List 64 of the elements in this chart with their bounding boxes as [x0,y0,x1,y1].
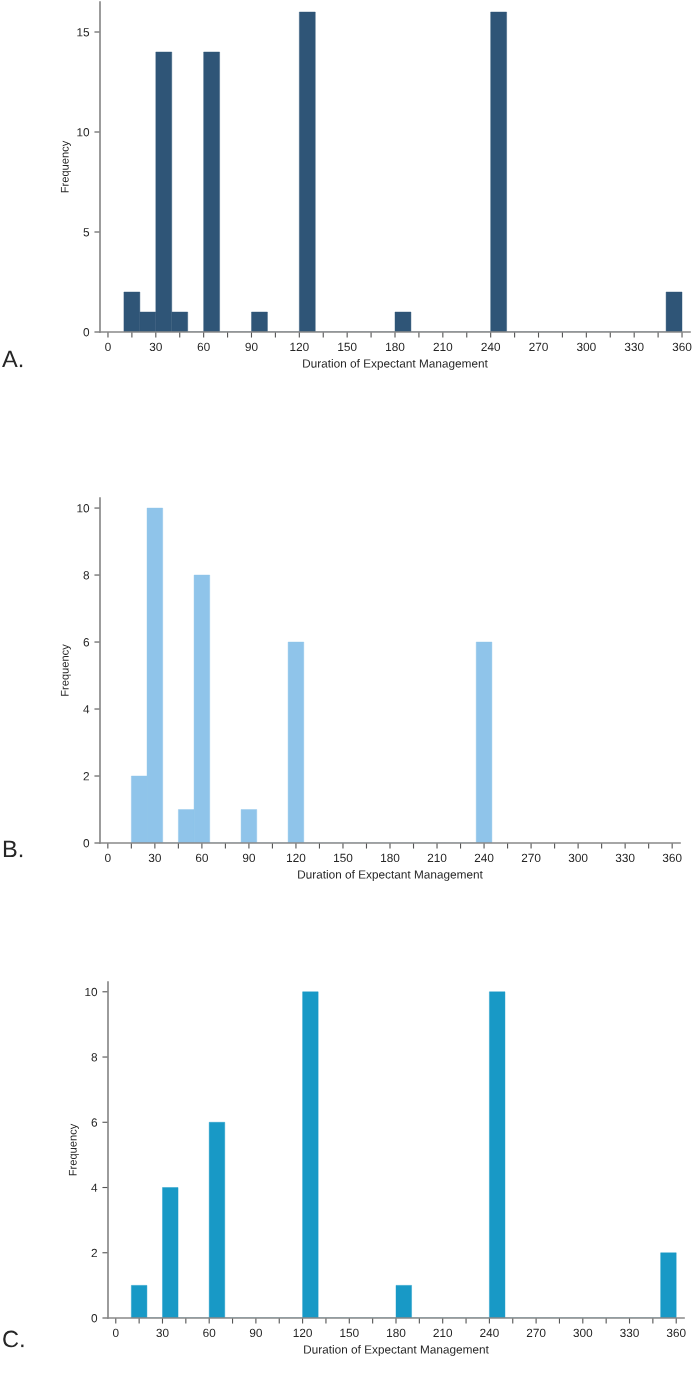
x-tick-label: 0 [105,342,111,352]
x-tick-label: 300 [573,1328,593,1338]
x-tick-label: 270 [521,853,541,863]
x-tick-label: 240 [481,342,501,352]
x-tick-label: 0 [105,853,111,863]
y-tick-label: 5 [83,228,90,237]
y-tick-label: 0 [83,328,90,337]
x-tick-label: 360 [672,342,692,352]
y-tick-label: 8 [83,571,90,580]
y-tick-label: 15 [77,28,90,37]
text: C. [3,1330,24,1348]
y-tick-label: 2 [91,1248,97,1258]
x-tick-label: 120 [293,1328,312,1338]
x-tick-label: 270 [526,1328,546,1338]
y-tick-label: 4 [83,705,90,714]
x-tick-label: 240 [474,853,494,863]
y-tick-label: 4 [91,1183,98,1192]
y-tick-label: 6 [83,638,90,647]
x-tick-label: 150 [340,1328,359,1338]
x-tick-label: 0 [112,1328,119,1338]
x-tick-label: 210 [433,1328,453,1338]
y-tick-label: 2 [83,772,89,781]
x-tick-label: 150 [334,853,353,863]
x-tick-label: 30 [149,342,162,352]
x-axis-title: Duration of Expectant Management [303,358,488,370]
x-tick-label: 300 [568,853,588,863]
x-tick-label: 360 [666,1328,686,1338]
x-tick-label: 120 [290,342,309,352]
y-axis-title: Frequency [60,644,71,696]
y-tick-label: 10 [77,504,90,513]
x-tick-label: 210 [427,853,447,863]
x-tick-label: 270 [529,342,548,352]
x-tick-label: 30 [148,853,161,863]
x-tick-label: 30 [156,1328,169,1338]
y-tick-label: 0 [91,1314,98,1323]
y-tick-label: 10 [77,128,90,137]
x-tick-label: 60 [197,342,210,352]
x-tick-label: 360 [662,853,682,863]
y-axis-title: Frequency [68,1123,79,1176]
x-tick-label: 150 [338,342,357,352]
x-tick-label: 60 [195,853,208,863]
x-tick-label: 90 [242,853,256,863]
x-axis-title: Duration of Expectant Management [304,1344,489,1356]
y-axis-title: Frequency [60,140,71,193]
text: B. [3,840,23,858]
x-tick-label: 90 [249,1328,262,1338]
x-tick-label: 330 [624,342,644,352]
x-tick-label: 90 [245,342,258,352]
x-tick-label: 330 [615,853,635,863]
x-tick-label: 120 [287,853,306,863]
y-tick-label: 10 [85,987,98,997]
x-tick-label: 330 [620,1328,639,1338]
y-tick-label: 8 [91,1053,98,1062]
y-tick-label: 0 [83,839,90,848]
text: A. [2,350,23,368]
x-tick-label: 210 [433,342,453,352]
x-axis-title: Duration of Expectant Management [298,869,483,881]
x-tick-label: 240 [480,1328,499,1338]
x-tick-label: 300 [576,342,596,352]
x-tick-label: 60 [203,1328,216,1338]
y-tick-label: 6 [91,1118,98,1127]
x-tick-label: 180 [386,342,405,352]
x-tick-label: 180 [387,1328,406,1338]
x-tick-label: 180 [381,853,400,863]
